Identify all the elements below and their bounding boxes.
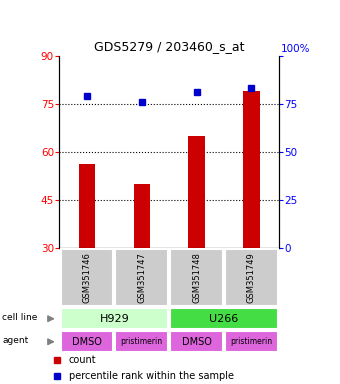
Text: DMSO: DMSO	[72, 337, 102, 347]
Text: count: count	[69, 354, 96, 365]
Bar	[115, 331, 168, 353]
Bar	[79, 164, 95, 248]
Text: 100%: 100%	[281, 44, 310, 54]
Bar	[170, 249, 223, 306]
Bar	[134, 184, 150, 248]
Bar	[170, 308, 278, 329]
Text: DMSO: DMSO	[182, 337, 211, 347]
Bar	[61, 308, 168, 329]
Bar	[243, 91, 260, 248]
Bar	[225, 331, 278, 353]
Text: GSM351748: GSM351748	[192, 252, 201, 303]
Text: GSM351747: GSM351747	[137, 252, 146, 303]
Bar	[188, 136, 205, 248]
Text: agent: agent	[2, 336, 29, 345]
Bar	[61, 249, 113, 306]
Text: percentile rank within the sample: percentile rank within the sample	[69, 371, 234, 381]
Bar	[115, 249, 168, 306]
Text: cell line: cell line	[2, 313, 38, 322]
Text: GSM351746: GSM351746	[82, 252, 91, 303]
Title: GDS5279 / 203460_s_at: GDS5279 / 203460_s_at	[94, 40, 244, 53]
Text: U266: U266	[209, 314, 239, 324]
Bar	[170, 331, 223, 353]
Text: pristimerin: pristimerin	[121, 337, 163, 346]
Text: GSM351749: GSM351749	[247, 252, 256, 303]
Text: pristimerin: pristimerin	[230, 337, 272, 346]
Bar	[61, 331, 113, 353]
Bar	[225, 249, 278, 306]
Text: H929: H929	[99, 314, 129, 324]
